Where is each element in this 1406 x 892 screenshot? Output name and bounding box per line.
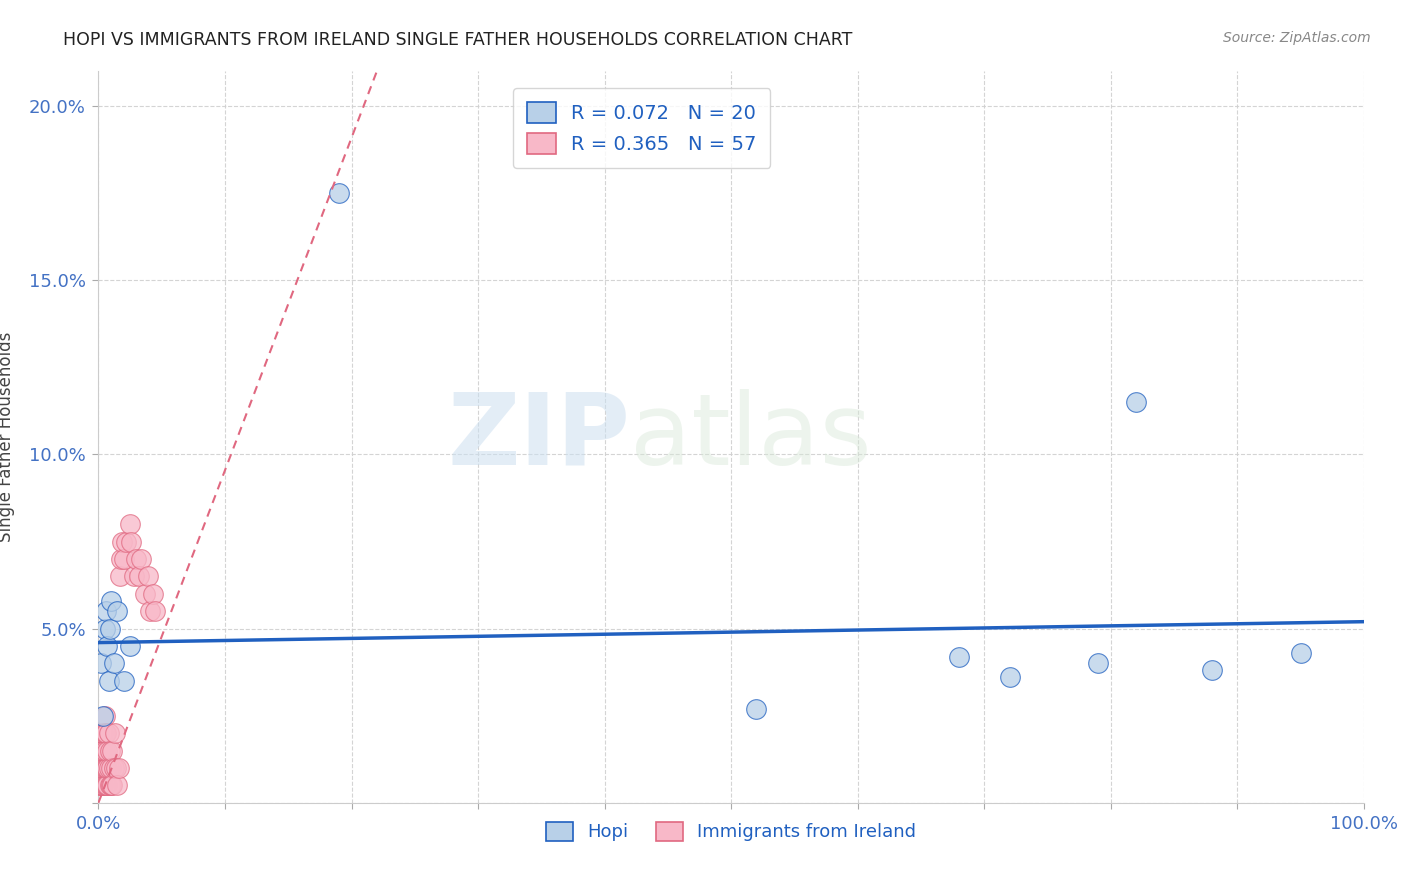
Point <box>98 743 121 757</box>
Point <box>142 587 165 601</box>
Point <box>111 534 134 549</box>
Point <box>93 708 117 723</box>
Point <box>125 552 148 566</box>
Point <box>1289 646 1312 660</box>
Point <box>103 657 125 671</box>
Point <box>120 534 142 549</box>
Point <box>328 186 350 201</box>
Point <box>89 761 111 775</box>
Point <box>89 778 111 792</box>
Point <box>96 639 118 653</box>
Point <box>107 778 129 792</box>
Point <box>100 594 122 608</box>
Point <box>94 726 117 740</box>
Point <box>90 778 112 792</box>
Point <box>90 761 112 775</box>
Point <box>97 761 120 775</box>
Point <box>96 761 118 775</box>
Point <box>93 622 117 636</box>
Point <box>93 761 115 775</box>
Point <box>89 761 111 775</box>
Point <box>948 649 970 664</box>
Point <box>91 726 114 740</box>
Text: atlas: atlas <box>630 389 872 485</box>
Point <box>108 569 131 583</box>
Point <box>94 778 117 792</box>
Point <box>91 778 114 792</box>
Point <box>1125 395 1147 409</box>
Point <box>93 743 117 757</box>
Point <box>90 657 112 671</box>
Point <box>105 761 128 775</box>
Point <box>89 778 111 792</box>
Point <box>93 778 115 792</box>
Point <box>1087 657 1109 671</box>
Point <box>93 726 115 740</box>
Point <box>93 743 115 757</box>
Point <box>97 726 120 740</box>
Point <box>93 708 115 723</box>
Point <box>100 761 122 775</box>
Point <box>128 569 150 583</box>
Point <box>98 622 121 636</box>
Point <box>93 778 117 792</box>
Point <box>745 702 768 716</box>
Point <box>100 778 122 792</box>
Point <box>115 534 138 549</box>
Point <box>136 569 159 583</box>
Point <box>97 673 120 688</box>
Point <box>93 726 117 740</box>
Text: HOPI VS IMMIGRANTS FROM IRELAND SINGLE FATHER HOUSEHOLDS CORRELATION CHART: HOPI VS IMMIGRANTS FROM IRELAND SINGLE F… <box>63 31 852 49</box>
Point <box>91 761 114 775</box>
Point <box>96 743 118 757</box>
Point <box>101 743 124 757</box>
Y-axis label: Single Father Households: Single Father Households <box>0 332 15 542</box>
Point <box>131 552 153 566</box>
Point <box>103 761 125 775</box>
Point <box>110 552 132 566</box>
Point <box>90 743 112 757</box>
Point <box>112 552 135 566</box>
Point <box>94 761 117 775</box>
Point <box>107 604 129 618</box>
Point <box>91 743 114 757</box>
Point <box>112 673 135 688</box>
Legend: Hopi, Immigrants from Ireland: Hopi, Immigrants from Ireland <box>538 814 924 848</box>
Point <box>98 778 121 792</box>
Point <box>90 743 112 757</box>
Text: ZIP: ZIP <box>447 389 630 485</box>
Point <box>101 778 124 792</box>
Point <box>120 639 141 653</box>
Point <box>134 587 156 601</box>
Point <box>998 670 1021 684</box>
Point <box>139 604 162 618</box>
Point <box>145 604 166 618</box>
Point <box>122 569 145 583</box>
Text: Source: ZipAtlas.com: Source: ZipAtlas.com <box>1223 31 1371 45</box>
Point <box>104 726 127 740</box>
Point <box>94 604 117 618</box>
Point <box>96 778 118 792</box>
Point <box>1201 664 1223 678</box>
Point <box>93 761 117 775</box>
Point <box>107 761 129 775</box>
Point <box>120 517 141 532</box>
Point <box>91 761 114 775</box>
